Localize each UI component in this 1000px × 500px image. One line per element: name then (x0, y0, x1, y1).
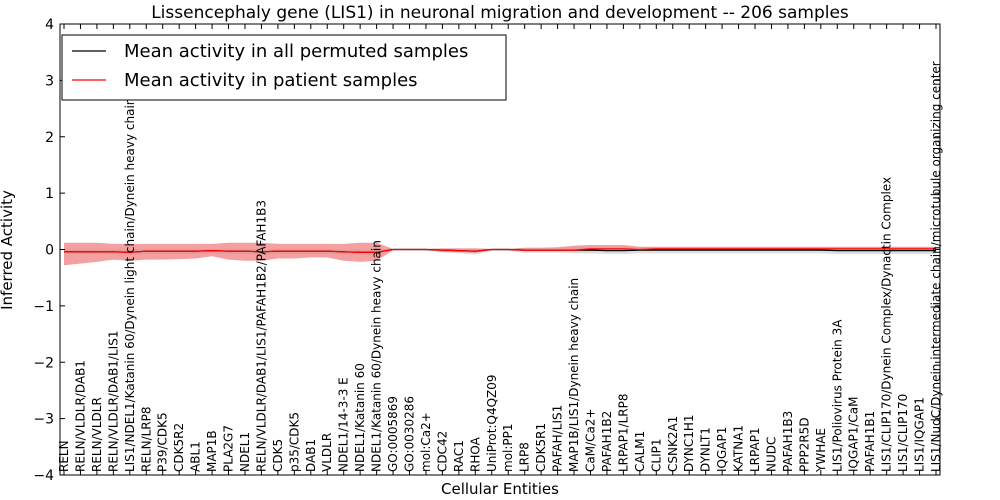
confidence-bands (64, 242, 936, 266)
y-tick-label: −4 (33, 468, 54, 484)
legend-box (61, 34, 507, 101)
category-label: IQGAP1 (715, 427, 729, 472)
category-label: LIS1/IQGAP1 (913, 397, 927, 472)
category-label: GO:0005869 (386, 396, 400, 472)
category-label: LRP8 (518, 442, 532, 472)
category-label: GO:0030286 (403, 396, 417, 472)
category-label: P39/CDK5 (156, 412, 170, 472)
category-labels: RELN RELN/VLDLR/DAB1 RELN/VLDLR RELN/VLDLR/… (57, 61, 943, 473)
y-tick-label: 2 (45, 130, 54, 146)
category-label: KATNA1 (732, 425, 746, 472)
category-label: DYNC1H1 (682, 414, 696, 472)
category-label: LIS1/NDEL1/Katanin 60/Dynein light chain… (123, 98, 137, 472)
legend-label-permuted: Mean activity in all permuted samples (124, 41, 468, 62)
category-label: RELN/VLDLR/DAB1/LIS1/PAFAH1B2/PAFAH1B3 (254, 200, 268, 472)
y-tick-label: 4 (45, 17, 54, 33)
category-label: MAP1B (205, 430, 219, 472)
category-label: NDEL1/Katanin 60/Dynein heavy chain (370, 240, 384, 472)
series-lines (64, 248, 936, 253)
category-label: RELN/VLDLR/DAB1 (74, 360, 88, 472)
y-tick-label: −3 (33, 412, 54, 428)
category-label: PAFAH/LIS1 (551, 405, 565, 472)
category-label: CaM/Ca2+ (584, 408, 598, 472)
category-label: LRPAP1 (748, 427, 762, 472)
category-label: PAFAH1B2 (600, 411, 614, 472)
category-label: CALM1 (633, 431, 647, 472)
category-label: IQGAP1/CaM (847, 397, 861, 473)
category-label: RELN/LRP8 (139, 406, 153, 472)
category-label: RELN (57, 440, 71, 472)
y-tick-label: −2 (33, 355, 54, 371)
category-label: NDEL1 (238, 432, 252, 472)
category-label: VLDLR (320, 433, 334, 472)
x-axis-label: Cellular Entities (441, 480, 559, 498)
legend-label-patient: Mean activity in patient samples (124, 70, 418, 91)
category-label: DAB1 (304, 439, 318, 472)
legend: Mean activity in all permuted samples Me… (61, 34, 507, 101)
category-label: UniProt:Q4QZ09 (485, 374, 499, 472)
category-label: MAP1B/LIS1/Dynein heavy chain (567, 278, 581, 472)
band-patient (64, 242, 936, 266)
category-label: LRPAP1/LRP8 (616, 393, 630, 472)
category-label: p35/CDK5 (287, 412, 301, 472)
category-label: LIS1/CLIP170 (896, 394, 910, 472)
category-label: PAFAH1B3 (781, 411, 795, 472)
category-label: CDK5R1 (534, 423, 548, 472)
category-label: LIS1/Poliovirus Protein 3A (830, 319, 844, 472)
category-label: PPP2R5D (797, 417, 811, 472)
category-label: mol:Ca2+ (419, 412, 433, 472)
category-label: PLA2G7 (222, 425, 236, 472)
category-label: CLIP1 (649, 439, 663, 472)
category-label: LIS1/NudC/Dynein intermediate chain/micr… (929, 61, 943, 472)
category-label: NDEL1/Katanin 60 (353, 363, 367, 472)
chart-title: Lissencephaly gene (LIS1) in neuronal mi… (151, 3, 849, 23)
category-label: RELN/VLDLR/DAB1/LIS1 (106, 331, 120, 472)
y-tick-label: 3 (45, 73, 54, 89)
category-label: RAC1 (452, 440, 466, 472)
y-tick-label: 0 (45, 243, 54, 259)
category-label: CDK5R2 (172, 423, 186, 472)
category-label: RELN/VLDLR (90, 397, 104, 472)
category-label: LIS1/CLIP170/Dynein Complex/Dynactin Com… (880, 177, 894, 472)
category-label: PAFAH1B1 (863, 411, 877, 472)
line-patient (64, 248, 936, 253)
y-axis-label: Inferred Activity (0, 190, 16, 310)
category-label: DYNLT1 (699, 427, 713, 472)
category-label: CDK5 (271, 439, 285, 472)
y-tick-label: −1 (33, 299, 54, 315)
category-label: CDC42 (435, 431, 449, 472)
category-label: NUDC (765, 437, 779, 472)
category-label: YWHAE (814, 428, 828, 473)
y-tick-label: 1 (45, 186, 54, 202)
category-label: NDEL1/14-3-3 E (337, 377, 351, 472)
category-label: RHOA (468, 436, 482, 472)
x-axis (63, 24, 937, 475)
y-axis: −4 −3 −2 −1 0 1 2 3 4 (33, 17, 940, 484)
category-label: mol:PP1 (501, 423, 515, 472)
category-label: ABL1 (189, 441, 203, 472)
category-label: CSNK2A1 (666, 416, 680, 472)
